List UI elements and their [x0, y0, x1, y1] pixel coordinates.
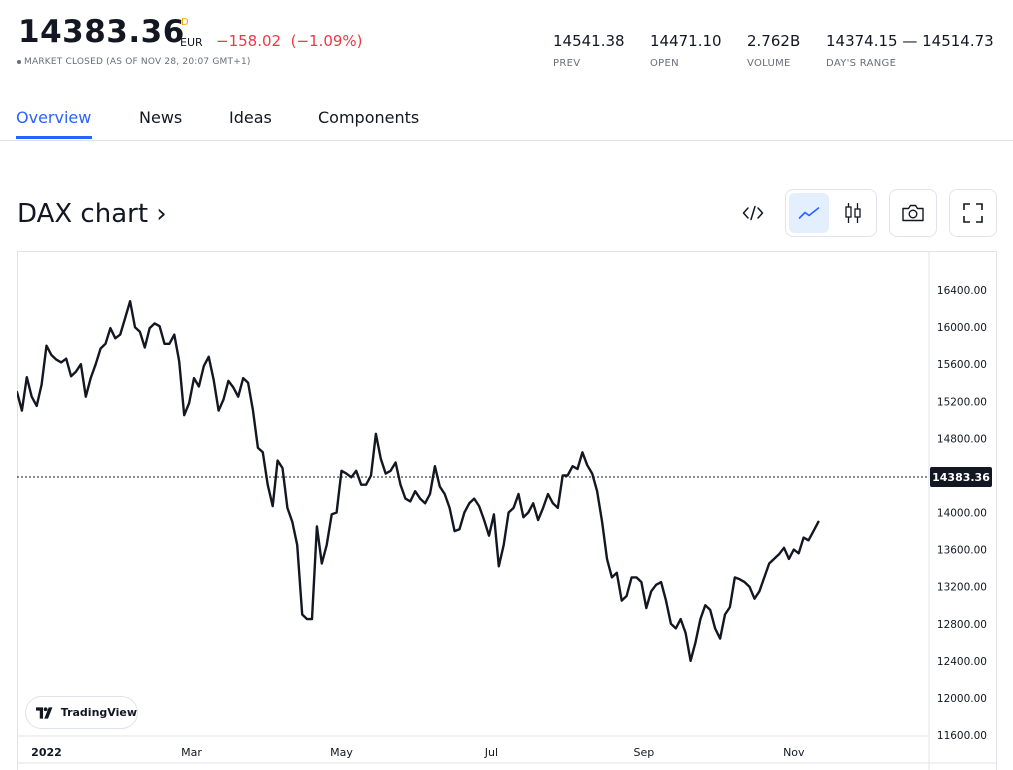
stat-days-range-label: DAY'S RANGE: [826, 58, 897, 69]
time-axis-tick: Nov: [783, 746, 805, 759]
line-chart-icon: [798, 207, 820, 219]
tab-overview[interactable]: Overview: [16, 108, 92, 127]
price-axis-tick: 14800.00: [937, 433, 987, 445]
price-axis-tick: 16400.00: [937, 285, 987, 297]
market-status: MARKET CLOSED (AS OF NOV 28, 20:07 GMT+1…: [17, 57, 251, 67]
stat-days-range: 14374.15 — 14514.73 DAY'S RANGE: [826, 32, 994, 69]
stat-prev-label: PREV: [553, 58, 581, 69]
stat-volume-value: 2.762B: [747, 32, 801, 50]
last-price: 14383.36: [18, 14, 185, 50]
snapshot-button-frame: [889, 189, 937, 237]
price-axis-tick: 12000.00: [937, 693, 987, 705]
last-price-label-bg: [930, 467, 992, 488]
fullscreen-button-frame: [949, 189, 997, 237]
candlestick-icon: [845, 203, 861, 223]
stat-volume: 2.762B VOLUME: [747, 32, 800, 69]
embed-button[interactable]: [733, 193, 773, 233]
status-dot: [17, 59, 21, 64]
tradingview-badge[interactable]: TradingView: [25, 696, 138, 729]
price-axis-tick: 14000.00: [937, 508, 987, 520]
tab-components[interactable]: Components: [318, 108, 420, 127]
price-axis-tick: 13200.00: [937, 582, 987, 594]
tradingview-badge-label: TradingView: [60, 706, 137, 719]
price-axis-tick: 11600.00: [937, 730, 987, 742]
currency-label: EUR: [180, 36, 203, 49]
price-axis-tick: 15200.00: [937, 396, 987, 408]
fullscreen-button[interactable]: [953, 193, 993, 233]
line-style-button[interactable]: [789, 193, 829, 233]
price-axis-tick: 12400.00: [937, 656, 987, 668]
market-status-text: MARKET CLOSED (AS OF NOV 28, 20:07 GMT+1…: [24, 57, 251, 67]
stat-prev: 14541.38 PREV: [553, 32, 625, 69]
candle-style-button[interactable]: [833, 193, 873, 233]
snapshot-button[interactable]: [893, 193, 933, 233]
last-price-label: 14383.36: [930, 467, 992, 488]
price-chart[interactable]: 16400.00 16000.00 15600.00 15200.00 14800.00…: [17, 251, 997, 770]
tradingview-logo-icon: [36, 706, 53, 719]
time-axis-tick: 2022: [31, 746, 62, 759]
price-axis-tick: 13600.00: [937, 545, 987, 557]
fullscreen-icon: [963, 203, 983, 223]
price-axis-tick: 16000.00: [937, 322, 987, 334]
active-tab-indicator: [16, 136, 92, 139]
camera-icon: [902, 204, 924, 222]
last-price-label-text: 14383.36: [932, 471, 990, 484]
time-axis-tick: Jul: [484, 746, 498, 759]
tab-ideas[interactable]: Ideas: [229, 108, 272, 127]
time-axis-tick: May: [330, 746, 353, 759]
stat-days-range-value: 14374.15 — 14514.73: [826, 32, 994, 50]
stat-open-label: OPEN: [650, 58, 679, 69]
stat-prev-value: 14541.38: [553, 32, 625, 50]
stat-volume-label: VOLUME: [747, 58, 791, 69]
chart-title-link[interactable]: DAX chart ›: [17, 199, 167, 229]
time-axis: 2022 Mar May Jul Sep Nov: [31, 746, 805, 759]
chart-style-group: [785, 189, 877, 237]
price-change: −158.02 (−1.09%): [216, 32, 363, 50]
stat-open: 14471.10 OPEN: [650, 32, 722, 69]
price-axis-tick: 15600.00: [937, 359, 987, 371]
price-axis-tick: 12800.00: [937, 619, 987, 631]
time-axis-tick: Sep: [633, 746, 654, 759]
tab-bar: Overview News Ideas Components: [0, 98, 1013, 141]
chart-container: [17, 251, 997, 770]
stat-open-value: 14471.10: [650, 32, 722, 50]
time-axis-tick: Mar: [181, 746, 202, 759]
code-icon: [742, 205, 764, 221]
delayed-data-badge[interactable]: D: [181, 17, 189, 28]
price-axis: 16400.00 16000.00 15600.00 15200.00 14800.00…: [937, 285, 987, 742]
tab-news[interactable]: News: [139, 108, 183, 127]
price-line-series: [17, 300, 820, 662]
currency-block: D EUR: [180, 17, 210, 49]
